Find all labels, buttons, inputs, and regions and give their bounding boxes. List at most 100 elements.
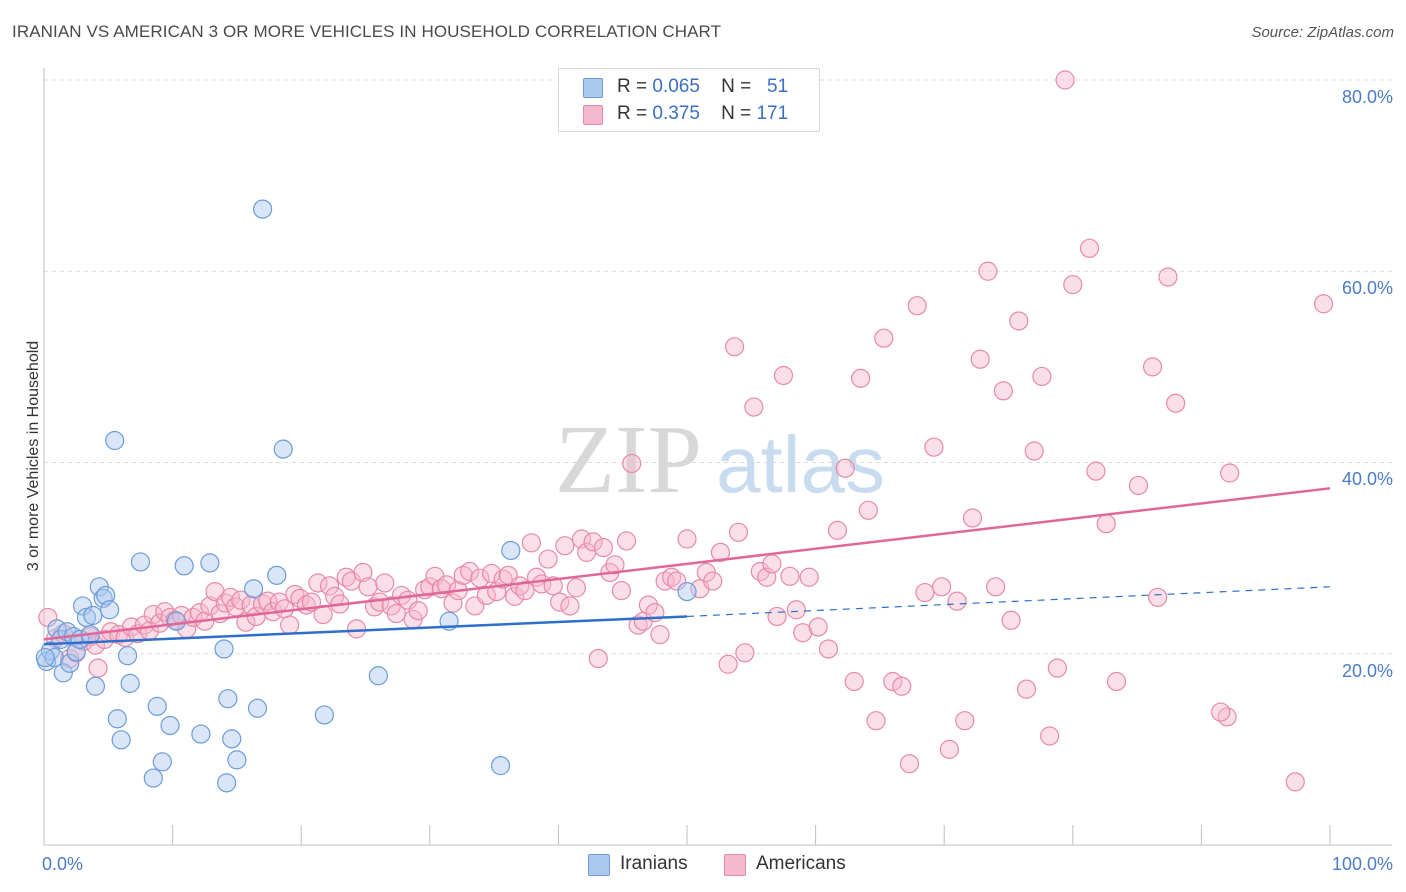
american-point: [560, 596, 580, 616]
american-point: [88, 658, 108, 678]
iranian-point: [501, 540, 521, 561]
american-point: [677, 529, 697, 549]
x-tick-max: 100.0%: [1332, 854, 1393, 874]
american-point: [353, 562, 373, 583]
american-point: [436, 575, 457, 595]
american-point: [622, 453, 642, 474]
iranian-point: [93, 588, 113, 608]
iranian-point: [105, 430, 125, 451]
americans-trend-line: [43, 487, 1331, 641]
tick-labels: 0.0% 100.0% 20.0% 40.0% 60.0% 80.0% 3 or…: [25, 87, 1393, 874]
axes: [43, 68, 1392, 846]
watermark-atlas: atlas: [716, 420, 885, 509]
iranian-point: [244, 579, 264, 599]
american-point: [1040, 726, 1060, 746]
american-point: [1158, 267, 1178, 287]
american-point: [710, 542, 731, 562]
american-point: [408, 601, 428, 621]
american-point: [616, 531, 637, 551]
american-point: [986, 577, 1006, 597]
iranian-point: [247, 698, 268, 718]
legend-n-value: 51: [767, 76, 789, 97]
american-point: [150, 613, 170, 633]
iranian-point: [35, 647, 55, 668]
american-point: [319, 576, 340, 596]
american-point: [924, 437, 944, 457]
iranians-legend-swatch: [588, 854, 610, 876]
iranians-legend-label: Iranians: [620, 853, 688, 874]
american-point: [851, 368, 871, 388]
trend-lines: [43, 487, 1331, 646]
iranian-point: [160, 715, 180, 736]
iranian-point: [111, 730, 131, 750]
american-point: [874, 328, 894, 348]
legend-r-label: R =: [617, 103, 648, 124]
american-point: [515, 581, 535, 601]
american-point: [1106, 671, 1127, 692]
watermark-zip: ZIP: [555, 406, 702, 514]
american-point: [1079, 238, 1100, 258]
iranian-point: [677, 581, 697, 602]
american-point: [650, 625, 670, 645]
american-point: [978, 261, 998, 281]
american-point: [1047, 658, 1067, 678]
american-point: [566, 578, 587, 598]
american-point: [555, 536, 575, 556]
american-point: [443, 593, 463, 613]
iranian-point: [368, 666, 388, 686]
american-point: [505, 586, 525, 606]
correlation-legend: R = 0.065 N = 51 R = 0.375 N = 171: [558, 68, 820, 132]
american-point: [460, 561, 480, 582]
american-point: [481, 563, 502, 584]
iranian-point: [214, 639, 234, 659]
american-point: [728, 522, 749, 542]
american-point: [947, 591, 967, 611]
american-point: [1024, 441, 1044, 461]
american-point: [200, 596, 220, 616]
iranian-point: [490, 756, 511, 776]
american-point: [962, 508, 983, 528]
american-point: [358, 577, 378, 597]
american-point: [808, 617, 828, 637]
iranian-point: [85, 676, 106, 696]
american-point: [667, 571, 687, 591]
iranian-point: [107, 709, 127, 729]
american-point: [1313, 294, 1334, 314]
american-point: [735, 643, 755, 663]
iranian-point: [227, 750, 247, 770]
american-point: [583, 532, 603, 552]
american-point: [611, 581, 632, 601]
american-point: [939, 739, 959, 759]
american-point: [835, 458, 855, 478]
american-point: [1001, 610, 1021, 630]
american-point: [94, 629, 115, 650]
iranian-point: [120, 673, 140, 693]
american-point: [866, 711, 886, 731]
american-point: [883, 671, 903, 692]
american-point: [521, 533, 541, 553]
y-tick-40: 40.0%: [1342, 469, 1393, 489]
iranian-point: [174, 556, 194, 576]
iranian-point: [267, 565, 287, 585]
american-point: [780, 566, 800, 586]
americans-swatch: [583, 105, 603, 125]
american-point: [773, 365, 794, 386]
american-point: [799, 567, 819, 587]
american-point: [1285, 772, 1305, 792]
american-point: [1016, 679, 1037, 699]
iranian-point: [253, 199, 273, 219]
american-point: [1166, 393, 1186, 413]
american-point: [907, 296, 927, 316]
iranian-point: [166, 611, 187, 631]
american-point: [588, 648, 608, 669]
american-point: [215, 593, 235, 613]
american-point: [538, 549, 558, 569]
legend-r-value: 0.065: [652, 76, 700, 97]
american-point: [818, 639, 839, 659]
legend-n-value: 171: [756, 103, 789, 124]
american-point: [915, 582, 935, 603]
american-point: [932, 577, 952, 597]
source-label: Source: ZipAtlas.com: [1251, 24, 1394, 41]
iranian-point: [60, 653, 80, 673]
american-point: [1009, 311, 1029, 331]
